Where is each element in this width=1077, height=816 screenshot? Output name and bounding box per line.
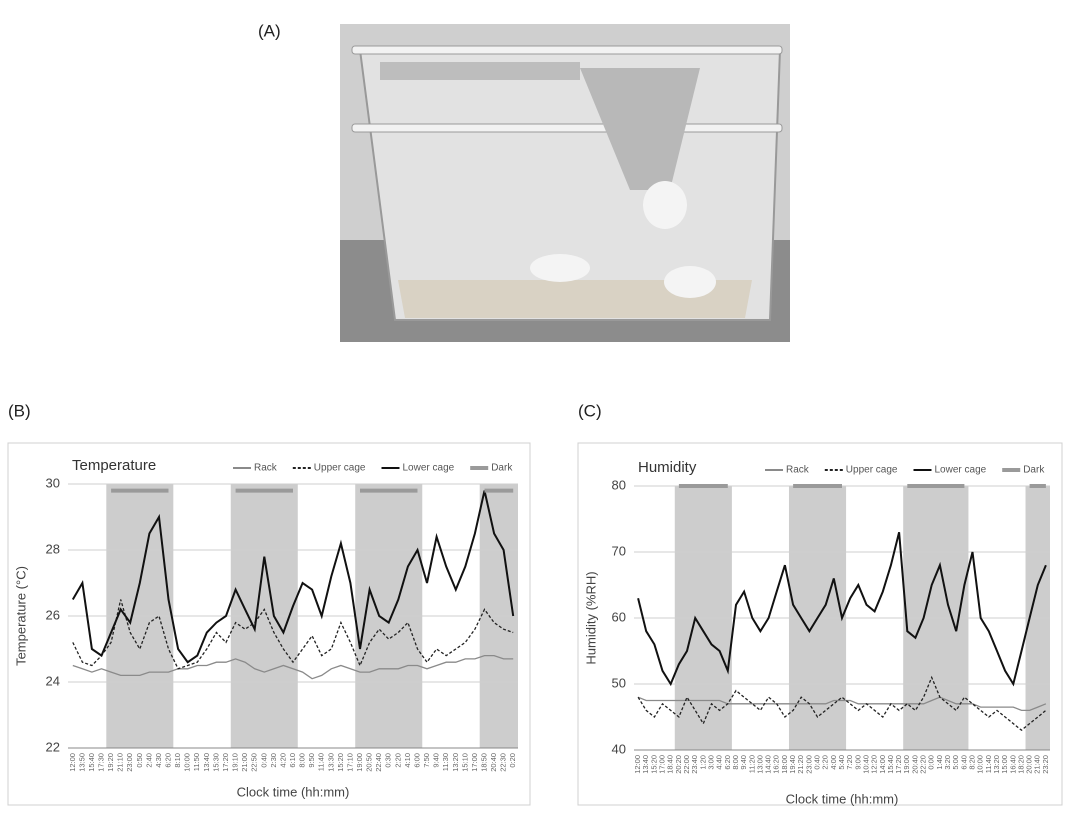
x-tick-label: 21:00 <box>240 753 249 772</box>
y-tick-label: 28 <box>46 541 60 556</box>
legend-label: Dark <box>1023 465 1045 476</box>
y-tick-label: 40 <box>612 741 626 756</box>
x-tick-label: 13:30 <box>326 753 335 772</box>
x-tick-label: 13:50 <box>77 753 86 772</box>
x-tick-label: 13:40 <box>202 753 211 772</box>
x-axis-title: Clock time (hh:mm) <box>786 791 899 806</box>
x-tick-label: 15:20 <box>336 753 345 772</box>
x-tick-label: 0:30 <box>384 753 393 768</box>
x-tick-label: 8:10 <box>173 753 182 768</box>
x-tick-label: 2:40 <box>144 753 153 768</box>
x-tick-label: 9:50 <box>307 753 316 768</box>
y-tick-label: 30 <box>46 475 60 490</box>
x-tick-label: 15:40 <box>87 753 96 772</box>
x-tick-label: 23:20 <box>1041 755 1050 774</box>
x-tick-label: 4:10 <box>403 753 412 768</box>
panel-label: (C) <box>578 401 602 420</box>
cage-photo <box>340 24 790 342</box>
legend-label: Rack <box>254 463 278 474</box>
x-tick-label: 6:00 <box>412 753 421 768</box>
x-tick-label: 2:30 <box>269 753 278 768</box>
x-tick-label: 19:10 <box>231 753 240 772</box>
x-tick-label: 21:10 <box>116 753 125 772</box>
chart-title: Humidity <box>638 459 697 476</box>
x-tick-label: 4:30 <box>154 753 163 768</box>
y-tick-label: 60 <box>612 609 626 624</box>
x-tick-label: 2:20 <box>393 753 402 768</box>
x-tick-label: 20:50 <box>365 753 374 772</box>
x-tick-label: 15:30 <box>211 753 220 772</box>
x-tick-label: 18:50 <box>479 753 488 772</box>
x-tick-label: 11:30 <box>441 753 450 771</box>
x-tick-label: 12:00 <box>68 753 77 772</box>
x-tick-label: 22:30 <box>499 753 508 772</box>
x-tick-label: 0:20 <box>508 753 517 768</box>
x-tick-label: 11:40 <box>317 753 326 771</box>
figure: (A) (B) (C) 222426283012:0013:5015:4017:… <box>0 0 1077 811</box>
x-tick-label: 10:00 <box>183 753 192 772</box>
panel-label: (B) <box>8 401 31 420</box>
x-tick-label: 19:00 <box>355 753 364 772</box>
y-tick-label: 70 <box>612 543 626 558</box>
x-tick-label: 0:40 <box>259 753 268 768</box>
y-tick-label: 80 <box>612 477 626 492</box>
y-tick-label: 24 <box>46 673 60 688</box>
legend-label: Rack <box>786 465 810 476</box>
x-tick-label: 17:00 <box>470 753 479 772</box>
x-tick-label: 7:50 <box>422 753 431 768</box>
x-tick-label: 22:50 <box>250 753 259 772</box>
x-tick-label: 17:20 <box>221 753 230 772</box>
panel-label: (A) <box>258 21 281 40</box>
x-tick-label: 6:20 <box>164 753 173 768</box>
legend-label: Lower cage <box>935 465 987 476</box>
legend-label: Dark <box>491 463 513 474</box>
x-tick-label: 17:30 <box>96 753 105 772</box>
x-tick-label: 13:20 <box>451 753 460 772</box>
legend-label: Upper cage <box>314 463 366 474</box>
y-axis-title: Temperature (°C) <box>13 566 28 666</box>
x-tick-label: 6:10 <box>288 753 297 768</box>
x-tick-label: 20:40 <box>489 753 498 772</box>
x-tick-label: 4:20 <box>278 753 287 768</box>
legend-label: Upper cage <box>846 465 898 476</box>
y-tick-label: 26 <box>46 607 60 622</box>
x-tick-label: 17:10 <box>345 753 354 772</box>
x-tick-label: 19:20 <box>106 753 115 772</box>
x-axis-title: Clock time (hh:mm) <box>237 784 350 799</box>
x-tick-label: 22:40 <box>374 753 383 772</box>
x-tick-label: 9:40 <box>432 753 441 768</box>
x-tick-label: 15:10 <box>460 753 469 772</box>
legend-label: Lower cage <box>403 463 455 474</box>
y-axis-title: Humidity (%RH) <box>583 571 598 664</box>
x-tick-label: 0:50 <box>135 753 144 768</box>
x-tick-label: 23:00 <box>125 753 134 772</box>
chart-title: Temperature <box>72 457 156 474</box>
y-tick-label: 22 <box>46 739 60 754</box>
y-tick-label: 50 <box>612 675 626 690</box>
x-tick-label: 11:50 <box>192 753 201 771</box>
x-tick-label: 8:00 <box>298 753 307 768</box>
